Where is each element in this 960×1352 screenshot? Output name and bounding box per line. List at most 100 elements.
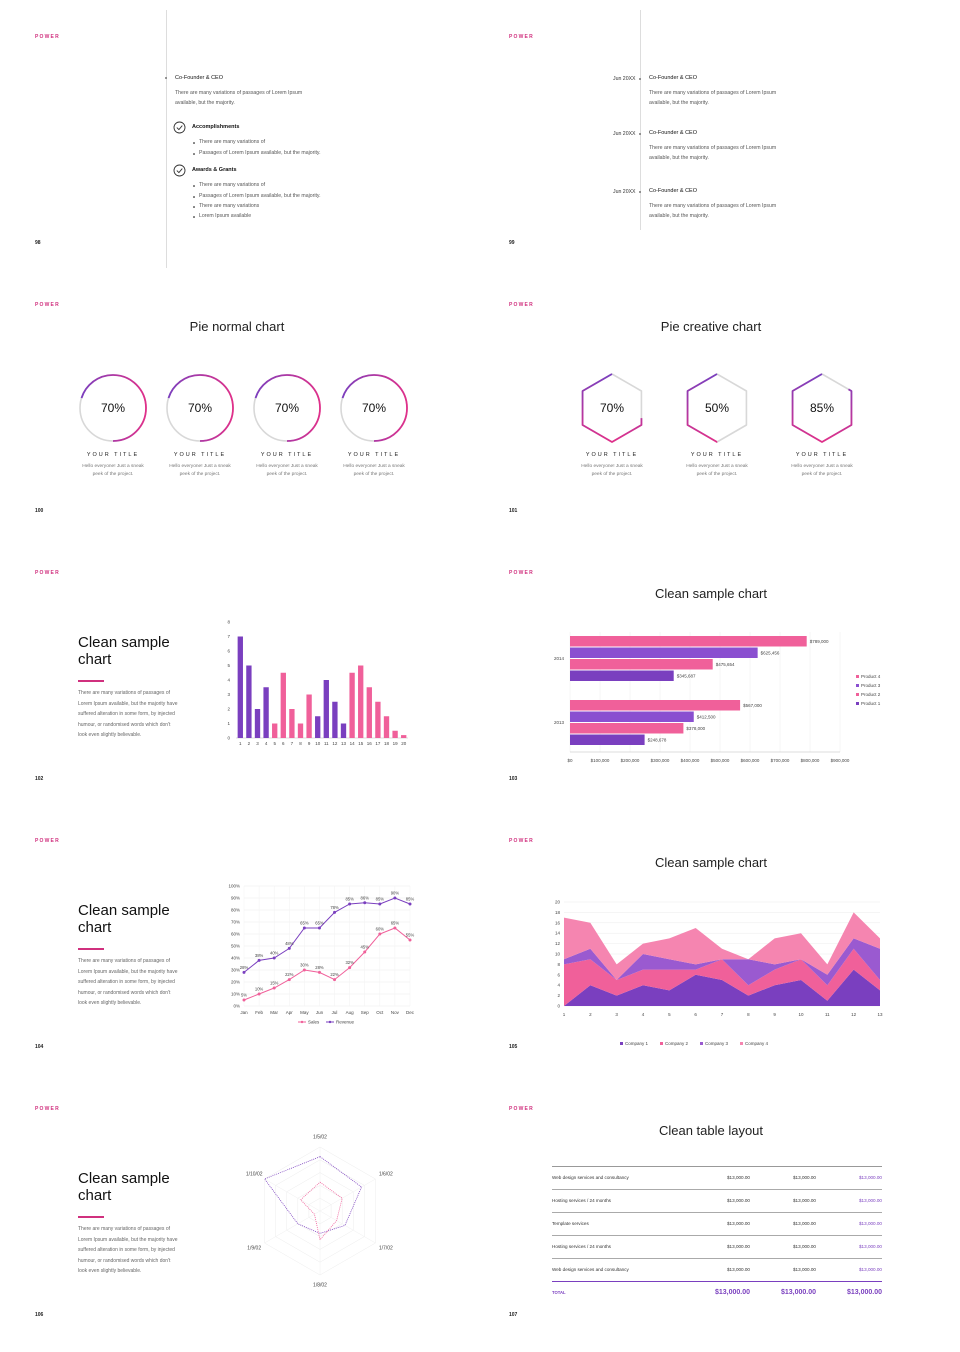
data-label: 85% <box>345 897 354 902</box>
legend-label: Product 3 <box>861 683 881 688</box>
bullet <box>193 206 195 208</box>
entry-role: Co-Founder & CEO <box>649 75 697 81</box>
y-tick-label: 14 <box>555 931 561 936</box>
x-tick-label: 16 <box>367 741 373 746</box>
data-point <box>408 902 412 906</box>
x-tick-label: Oct <box>376 1010 384 1015</box>
y-tick-label: 50% <box>231 944 240 949</box>
total-value: $13,000.00 <box>780 1289 816 1296</box>
axis-label: 1/7/02 <box>379 1246 393 1252</box>
title-line-2: chart <box>78 651 112 668</box>
x-tick-label: Apr <box>286 1010 294 1015</box>
x-tick-label: 8 <box>747 1012 750 1017</box>
row-value: $13,000.00 <box>859 1175 882 1180</box>
radar-spoke <box>264 1178 321 1212</box>
row-value: $13,000.00 <box>859 1267 882 1272</box>
data-label: 5% <box>241 993 247 998</box>
x-tick-label: $0 <box>567 758 573 763</box>
axis-label: 1/5/02 <box>313 1135 327 1141</box>
bar <box>237 636 243 738</box>
table-rule <box>552 1281 882 1283</box>
desc-line: humour, or randomised words which don't <box>78 1257 171 1264</box>
x-tick-label: Sep <box>361 1010 370 1015</box>
radar-series <box>300 1181 343 1241</box>
x-tick-label: 2 <box>589 1012 592 1017</box>
data-point <box>378 902 382 906</box>
series-line <box>243 897 411 973</box>
bar <box>297 723 304 738</box>
x-tick-label: $800,000 <box>801 758 820 763</box>
data-point <box>302 968 306 972</box>
hex-progress <box>791 373 853 443</box>
area-series <box>564 969 880 1006</box>
entry-date: Jun 20XX <box>613 131 636 137</box>
y-tick-label: 100% <box>228 884 240 889</box>
role-desc-1: There are many variations of passages of… <box>175 90 303 96</box>
x-tick-label: 3 <box>615 1012 618 1017</box>
axis-label: 1/10/02 <box>246 1172 263 1178</box>
bar <box>570 711 694 722</box>
hex-desc-2: peek of the project. <box>696 472 738 477</box>
data-label: $412,500 <box>697 714 716 719</box>
row-label: Template services <box>552 1221 589 1226</box>
slide-title: Pie creative chart <box>660 319 762 334</box>
row-value: $13,000.00 <box>727 1244 750 1249</box>
radar-spoke <box>319 1210 376 1244</box>
ring-desc-1: Hello everyone! Just a sneak <box>82 464 144 469</box>
y-tick-label: 10 <box>555 952 561 957</box>
y-tick-label: 0% <box>233 1004 240 1009</box>
bullet <box>193 153 195 155</box>
x-tick-label: 7 <box>291 741 294 746</box>
x-tick-label: Jan <box>240 1010 248 1015</box>
hex-desc-2: peek of the project. <box>801 472 843 477</box>
x-tick-label: 14 <box>350 741 356 746</box>
y-tick-label: 8 <box>227 620 230 625</box>
y-tick-label: 4 <box>227 678 230 683</box>
data-label: 45% <box>361 945 370 950</box>
desc-line: humour, or randomised words which don't <box>78 721 171 728</box>
x-tick-label: 12 <box>851 1012 857 1017</box>
legend-label: Company 2 <box>665 1041 689 1046</box>
legend-swatch <box>740 1042 743 1045</box>
y-tick-label: 80% <box>231 908 240 913</box>
pie-rings <box>79 374 408 442</box>
bar <box>375 701 381 738</box>
data-label: 86% <box>361 895 370 900</box>
total-label: TOTAL <box>552 1290 566 1295</box>
accomplishments-title: Accomplishments <box>192 124 240 130</box>
row-value: $13,000.00 <box>793 1221 816 1226</box>
brand-logo: POWER <box>509 838 534 844</box>
y-tick-label: 20 <box>555 900 561 905</box>
award-item-4: Lorem Ipsum available <box>199 213 252 219</box>
entry-desc-2: available, but the majority. <box>649 100 709 106</box>
slide-title: Clean sample chart <box>78 1170 198 1204</box>
ring-title: YOUR TITLE <box>347 452 401 458</box>
desc-line: suffered alteration in some form, by inj… <box>78 979 175 985</box>
slide-107: POWER Clean table layout Web design serv… <box>474 1072 948 1340</box>
title-line-1: Clean sample <box>78 634 170 651</box>
slide-102: POWER Clean sample chart There are many v… <box>0 536 474 804</box>
x-tick-label: $400,000 <box>681 758 700 763</box>
x-tick-label: 4 <box>265 741 268 746</box>
brand-logo: POWER <box>509 34 534 40</box>
data-label: $475,654 <box>716 662 735 667</box>
x-tick-label: Dec <box>406 1010 415 1015</box>
hex-progress <box>581 373 643 443</box>
brand-logo: POWER <box>509 570 534 576</box>
total-value: $13,000.00 <box>846 1289 882 1296</box>
entry-date: Jun 20XX <box>613 76 636 82</box>
data-label: 90% <box>391 891 400 896</box>
x-tick-label: 10 <box>798 1012 804 1017</box>
legend-swatch <box>856 693 859 696</box>
table-rule <box>552 1235 882 1236</box>
ring-desc: Hello everyone! Just a sneak peek of the … <box>247 463 327 479</box>
ring-desc: Hello everyone! Just a sneak peek of the … <box>73 463 153 479</box>
hex-title: YOUR TITLE <box>585 452 639 458</box>
slide-title: Clean sample chart <box>78 634 198 668</box>
row-value: $13,000.00 <box>859 1198 882 1203</box>
line-chart: 0% 10% 20% 30% 40% 50% 60% 70% 80% 90% 100% Jan Feb M… <box>228 884 415 1025</box>
table-rule <box>552 1212 882 1213</box>
slide-title: Clean sample chart <box>655 586 767 601</box>
data-point <box>272 986 276 990</box>
